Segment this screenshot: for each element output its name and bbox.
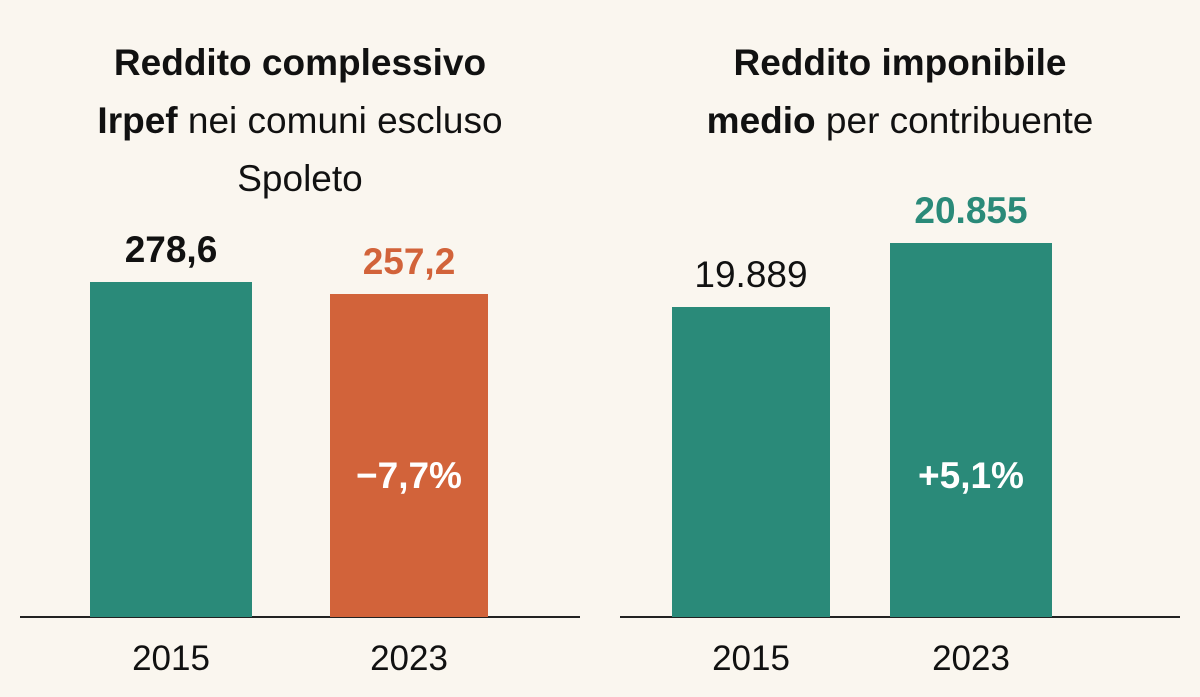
title-right-line1: Reddito imponibile — [733, 42, 1067, 83]
bar-chart-right: 19.889 2015 20.855 +5,1% 2023 — [620, 190, 1180, 678]
value-label-2015: 278,6 — [125, 229, 218, 270]
x-tick-label-2015: 2015 — [132, 639, 210, 678]
title-left-line2-rest: nei comuni escluso — [177, 100, 503, 141]
bar-2015 — [672, 307, 830, 617]
chart-panel-left: Reddito complessivo Irpef nei comuni esc… — [0, 34, 600, 678]
x-tick-label-2015: 2015 — [712, 639, 790, 678]
change-label-2023: −7,7% — [356, 455, 462, 496]
x-tick-label-2023: 2023 — [932, 639, 1010, 678]
chart-title-left: Reddito complessivo Irpef nei comuni esc… — [0, 34, 600, 208]
value-label-2015: 19.889 — [694, 254, 807, 295]
title-left-line2-bold: Irpef — [97, 100, 178, 141]
change-label-2023: +5,1% — [918, 455, 1024, 496]
chart-panel-right: Reddito imponibile medio per contribuent… — [600, 0, 1200, 697]
bar-2015 — [90, 282, 252, 617]
value-label-2023: 20.855 — [914, 190, 1027, 231]
x-tick-label-2023: 2023 — [370, 639, 448, 678]
title-left-line3: Spoleto — [237, 158, 363, 199]
title-left-line1: Reddito complessivo — [113, 42, 487, 83]
value-label-2023: 257,2 — [363, 241, 456, 282]
bar-chart-left: 278,6 2015 257,2 −7,7% 2023 — [20, 229, 580, 678]
title-right-line2-rest: per contribuente — [815, 100, 1094, 141]
bar-2023 — [890, 243, 1052, 617]
bar-2023 — [330, 294, 488, 617]
title-right-line2-bold: medio — [706, 100, 816, 141]
chart-title-right: Reddito imponibile medio per contribuent… — [600, 34, 1200, 150]
